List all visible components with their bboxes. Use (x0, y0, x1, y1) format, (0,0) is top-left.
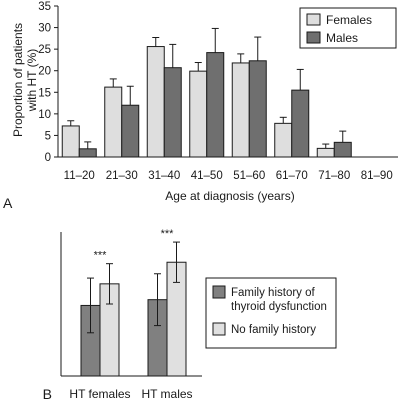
bar (274, 122, 293, 158)
legend: Family history of thyroid dysfunction No f… (205, 277, 337, 349)
bar (189, 70, 208, 158)
legend-swatch (212, 285, 226, 299)
bar (104, 86, 123, 158)
legend-swatch (306, 31, 321, 44)
legend: Females Males (299, 7, 397, 49)
legend-swatch (306, 13, 321, 26)
bar (146, 46, 165, 158)
panel-a-bar-chart: 0 5 10 15 20 25 30 35 11–20 21–30 31–40 41–50 51–60 6… (3, 1, 398, 211)
significance-annotation: *** (161, 228, 175, 240)
bar (248, 60, 267, 158)
bar (61, 125, 80, 158)
panel-b-bar-chart: *** HT females *** HT males B Family history … (43, 228, 337, 401)
bar (121, 104, 140, 158)
x-tick-label: 61–70 (276, 170, 308, 182)
bar (206, 52, 225, 158)
x-tick-label: 21–30 (106, 170, 138, 182)
y-tick-label: 25 (38, 44, 51, 56)
x-tick-label: 41–50 (191, 170, 223, 182)
significance-annotation: *** (94, 250, 108, 262)
x-tick-label: 51–60 (233, 170, 265, 182)
bar (333, 141, 352, 158)
y-axis-label: Proportion of patientswith HT (%) (11, 23, 39, 137)
legend-label: thyroid dysfunction (231, 301, 327, 313)
y-tick-label: 20 (38, 66, 51, 78)
bar (316, 147, 335, 158)
bar (231, 62, 250, 158)
panel-label: A (3, 195, 13, 211)
y-tick-label: 15 (38, 87, 51, 99)
x-tick-label: 81–90 (361, 170, 393, 182)
x-tick-label: 71–80 (318, 170, 350, 182)
y-tick-label: 10 (38, 109, 51, 121)
legend-label: No family history (231, 324, 316, 336)
legend-swatch (212, 322, 226, 336)
legend-box (205, 277, 337, 349)
x-tick-label: 31–40 (148, 170, 180, 182)
x-tick-label: 11–20 (64, 170, 95, 182)
y-axis-label-line: Proportion of patients (11, 23, 25, 137)
y-tick-label: 5 (45, 130, 51, 142)
legend-label: Family history of (231, 287, 316, 299)
y-axis-label-line: with HT (%) (25, 49, 39, 112)
x-tick-label: HT males (141, 387, 192, 401)
legend-label: Females (326, 13, 372, 27)
x-tick-label: HT females (69, 387, 130, 401)
bar (163, 67, 182, 158)
panel-label: B (43, 386, 52, 401)
y-tick-label: 0 (45, 152, 51, 164)
bar (291, 89, 310, 158)
legend-label: Males (326, 31, 358, 45)
x-axis-label: Age at diagnosis (years) (165, 189, 294, 203)
y-tick-label: 35 (38, 1, 51, 13)
y-tick-label: 30 (38, 23, 51, 35)
bar (78, 148, 97, 158)
